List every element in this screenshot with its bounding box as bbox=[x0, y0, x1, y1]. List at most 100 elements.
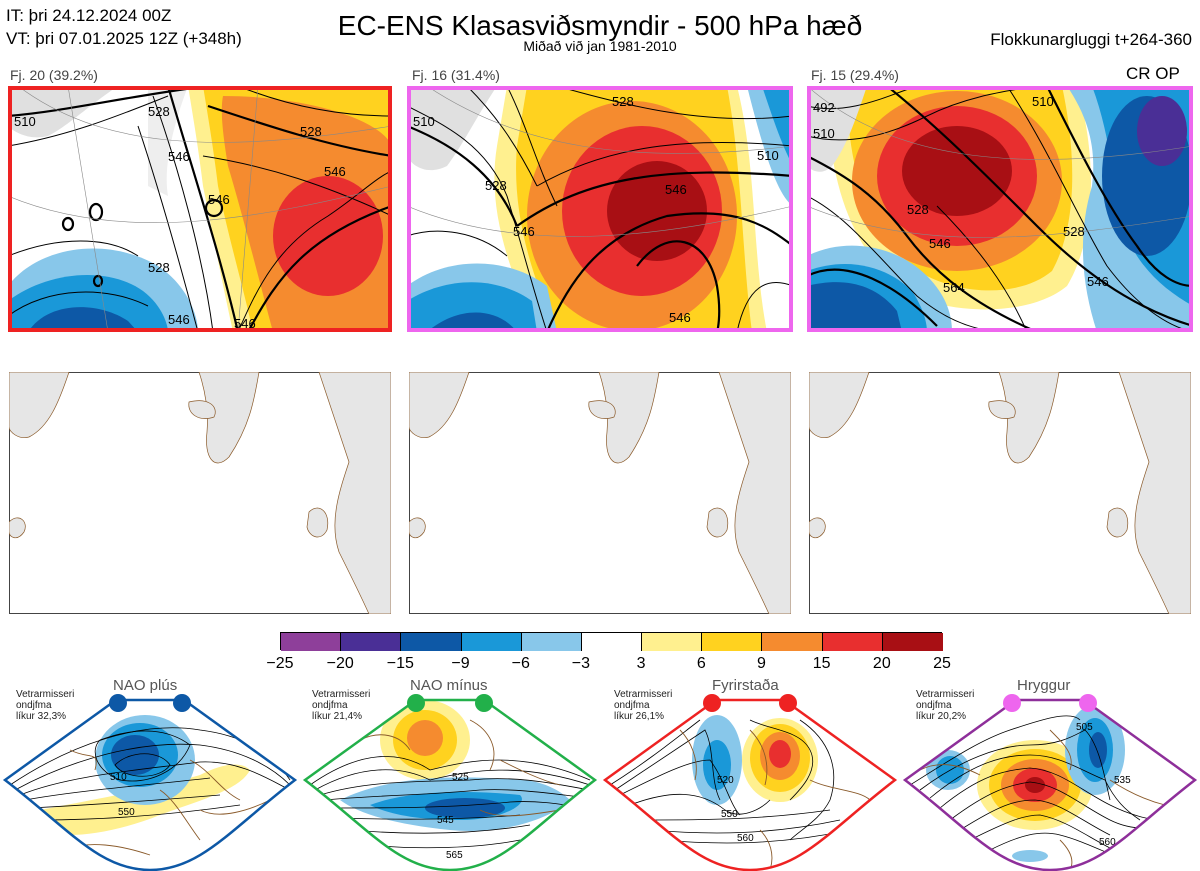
regime-note-line: ondjfma bbox=[312, 700, 348, 711]
regime-4-note: Vetrarmisseri ondjfma líkur 20,2% bbox=[916, 689, 974, 722]
colorbar-cell bbox=[762, 633, 823, 651]
cluster-2-frame bbox=[407, 86, 793, 332]
regime-1-marker bbox=[173, 694, 191, 712]
page-title: EC-ENS Klasasviðsmyndir - 500 hPa hæð bbox=[337, 10, 863, 41]
colorbar-tick-label: 25 bbox=[933, 655, 951, 672]
colorbar-tick-label: −20 bbox=[326, 655, 354, 672]
contour-label: 528 bbox=[1063, 224, 1085, 239]
contour-label: 535 bbox=[1114, 775, 1131, 786]
contour-label: 545 bbox=[437, 815, 454, 826]
contour-label: 565 bbox=[446, 850, 463, 861]
cluster-1-label: Fj. 20 (39.2%) bbox=[10, 67, 98, 83]
contour-label: 528 bbox=[485, 178, 507, 193]
colorbar-tick-label: 20 bbox=[872, 655, 891, 672]
regime-note-line: Vetrarmisseri bbox=[16, 689, 75, 700]
cluster-3-map: 492 510 510 528 546 528 546 564 bbox=[807, 86, 1193, 332]
contour-label: 560 bbox=[1099, 837, 1116, 848]
colorbar-cell bbox=[882, 633, 943, 651]
colorbar-cell bbox=[702, 633, 763, 651]
regime-4-map: 505 535 560 bbox=[902, 694, 1198, 871]
classification-window: Flokkunargluggi t+264-360 bbox=[990, 30, 1192, 49]
colorbar-tick-label: −15 bbox=[386, 655, 414, 672]
regime-note-line: Vetrarmisseri bbox=[614, 689, 673, 700]
regime-note-line: líkur 21,4% bbox=[312, 711, 363, 722]
run-info: IT: þri 24.12.2024 00Z VT: þri 07.01.202… bbox=[6, 4, 242, 50]
colorbar-cell bbox=[401, 633, 462, 651]
colorbar-tick-label: 6 bbox=[696, 655, 706, 672]
regime-3-name: Fyrirstaða bbox=[712, 677, 779, 694]
regime-2-marker bbox=[475, 694, 493, 712]
contour-label: 560 bbox=[737, 833, 754, 844]
contour-label: 510 bbox=[413, 114, 435, 129]
base-map-3 bbox=[809, 372, 1191, 614]
colorbar-cell bbox=[281, 633, 342, 651]
regime-1-name: NAO plús bbox=[113, 677, 178, 694]
cluster-2-map: 510 528 546 528 546 510 546 bbox=[407, 86, 793, 332]
regime-1-note: Vetrarmisseri ondjfma líkur 32,3% bbox=[16, 689, 74, 722]
colorbar-tick-label: 3 bbox=[636, 655, 646, 672]
page-subtitle: Miðað við jan 1981-2010 bbox=[523, 38, 677, 54]
regime-3-map: 520 550 560 bbox=[602, 694, 898, 871]
contour-label: 546 bbox=[324, 164, 346, 179]
colorbar-cell bbox=[822, 633, 883, 651]
contour-label: 525 bbox=[452, 772, 469, 783]
control-operational-tag: CR OP bbox=[1126, 64, 1180, 83]
contour-label: 546 bbox=[208, 192, 230, 207]
regime-4-name: Hryggur bbox=[1017, 677, 1071, 694]
colorbar-tick-label: −9 bbox=[451, 655, 470, 672]
cluster-1-frame bbox=[8, 86, 392, 332]
contour-label: 546 bbox=[513, 224, 535, 239]
contour-label: 510 bbox=[14, 114, 36, 129]
regime-note-line: líkur 20,2% bbox=[916, 711, 967, 722]
colorbar-cell bbox=[461, 633, 522, 651]
regime-note-line: Vetrarmisseri bbox=[312, 689, 371, 700]
regime-4-marker bbox=[1003, 694, 1021, 712]
contour-label: 510 bbox=[110, 772, 127, 783]
contour-label: 510 bbox=[813, 126, 835, 141]
regime-2-map: 525 545 565 bbox=[302, 694, 598, 871]
contour-label: 492 bbox=[813, 100, 835, 115]
contour-label: 546 bbox=[929, 236, 951, 251]
contour-label: 546 bbox=[1087, 274, 1109, 289]
colorbar-tick-label: −6 bbox=[511, 655, 530, 672]
regime-2-name: NAO mínus bbox=[410, 677, 488, 694]
colorbar-cell bbox=[341, 633, 402, 651]
colorbar-tick-label: −3 bbox=[571, 655, 591, 672]
regime-note-line: Vetrarmisseri bbox=[916, 689, 975, 700]
contour-label: 510 bbox=[1032, 94, 1054, 109]
regime-3-marker bbox=[703, 694, 721, 712]
cluster-3-label: Fj. 15 (29.4%) bbox=[811, 67, 899, 83]
contour-label: 528 bbox=[148, 260, 170, 275]
base-map-2 bbox=[409, 372, 791, 614]
regime-2-marker bbox=[407, 694, 425, 712]
colorbar-cell bbox=[581, 633, 643, 651]
cluster-2-label: Fj. 16 (31.4%) bbox=[412, 67, 500, 83]
regime-note-line: ondjfma bbox=[916, 700, 952, 711]
regime-note-line: ondjfma bbox=[16, 700, 52, 711]
contour-label: 505 bbox=[1076, 722, 1093, 733]
regime-1-map: 510 550 bbox=[2, 694, 298, 871]
regime-2-note: Vetrarmisseri ondjfma líkur 21,4% bbox=[312, 689, 370, 722]
contour-label: 510 bbox=[757, 148, 779, 163]
colorbar-tick-label: 15 bbox=[812, 655, 831, 672]
contour-label: 528 bbox=[612, 94, 634, 109]
contour-label: 546 bbox=[669, 310, 691, 325]
contour-label: 550 bbox=[118, 807, 135, 818]
base-map-1 bbox=[9, 372, 391, 614]
colorbar-cell bbox=[521, 633, 582, 651]
colorbar-tick-label: 9 bbox=[757, 655, 766, 672]
cluster-3-frame bbox=[807, 86, 1193, 332]
colorbar-tick-label: −25 bbox=[266, 655, 294, 672]
regime-3-note: Vetrarmisseri ondjfma líkur 26,1% bbox=[614, 689, 672, 722]
regime-note-line: ondjfma bbox=[614, 700, 650, 711]
initial-time: IT: þri 24.12.2024 00Z bbox=[6, 6, 172, 25]
contour-label: 546 bbox=[168, 312, 190, 327]
contour-label: 528 bbox=[907, 202, 929, 217]
colorbar-cell bbox=[642, 633, 703, 651]
contour-label: 564 bbox=[943, 280, 965, 295]
regime-1-marker bbox=[109, 694, 127, 712]
contour-label: 550 bbox=[721, 809, 738, 820]
contour-label: 528 bbox=[148, 104, 170, 119]
contour-label: 520 bbox=[717, 775, 734, 786]
regime-note-line: líkur 32,3% bbox=[16, 711, 67, 722]
